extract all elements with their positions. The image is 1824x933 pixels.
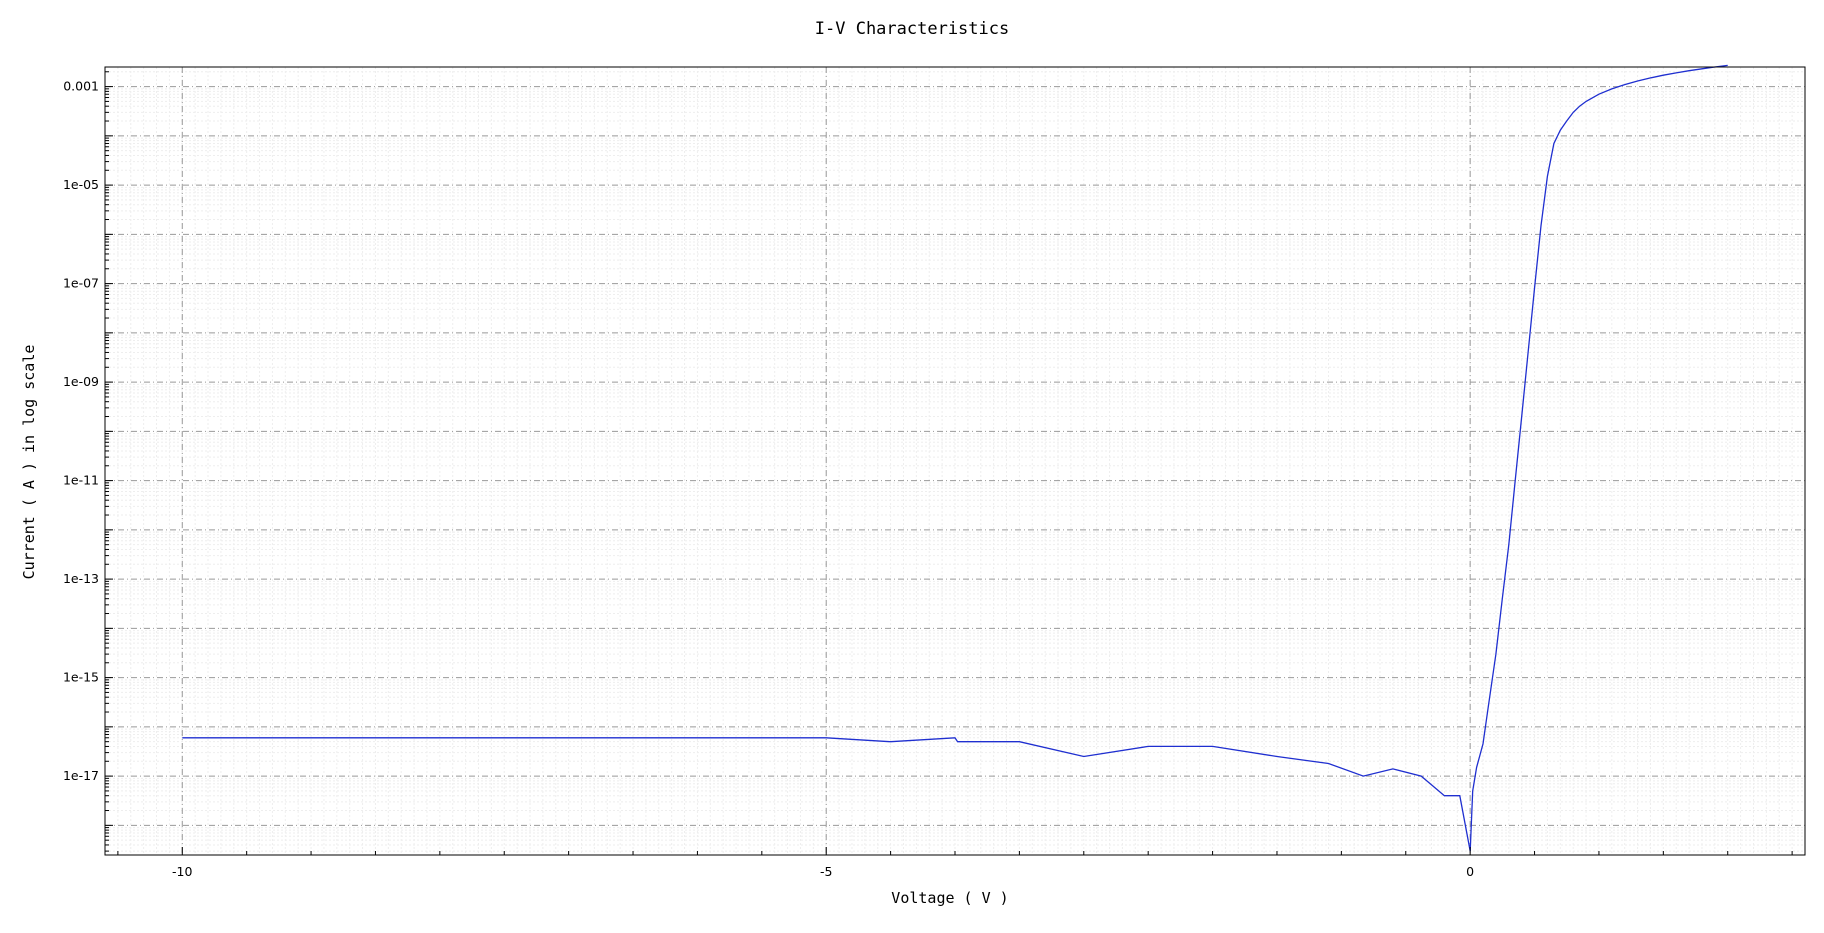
y-tick-label: 0.001 bbox=[63, 79, 99, 94]
y-tick-label: 1e-07 bbox=[63, 276, 99, 291]
y-tick-label: 1e-09 bbox=[63, 374, 99, 389]
y-axis-label: Current ( A ) in log scale bbox=[20, 345, 38, 580]
y-tick-label: 1e-17 bbox=[63, 768, 99, 783]
x-tick-label: -5 bbox=[820, 864, 832, 879]
x-tick-label: -10 bbox=[172, 864, 192, 879]
minor-grid bbox=[104, 67, 1806, 855]
major-grid bbox=[105, 67, 1805, 855]
x-axis-ticks: -10 -5 0 bbox=[117, 847, 1793, 879]
y-tick-label: 1e-05 bbox=[63, 177, 99, 192]
y-axis-ticks: 0.001 1e-05 1e-07 1e-09 1e-11 1e-13 1e-15 1e-17 bbox=[63, 71, 113, 852]
chart-title: I-V Characteristics bbox=[815, 19, 1009, 39]
x-tick-label: 0 bbox=[1466, 864, 1474, 879]
y-tick-label: 1e-15 bbox=[63, 670, 99, 685]
iv-curve bbox=[182, 64, 1728, 852]
data-series bbox=[182, 64, 1728, 852]
y-tick-label: 1e-11 bbox=[63, 473, 99, 488]
y-tick-label: 1e-13 bbox=[63, 571, 99, 586]
x-axis-label: Voltage ( V ) bbox=[891, 889, 1008, 907]
